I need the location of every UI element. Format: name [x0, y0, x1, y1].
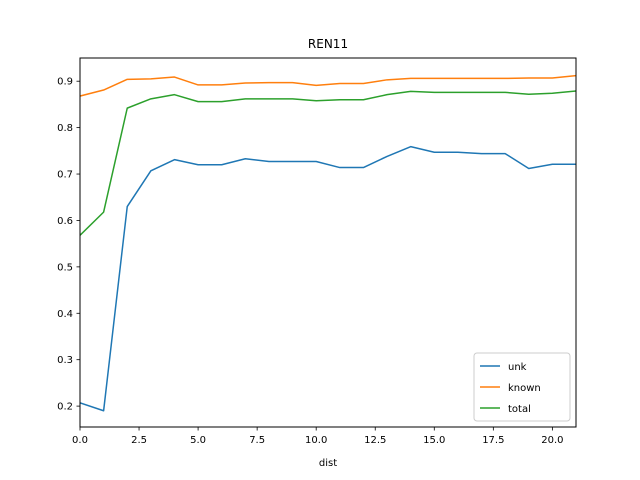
y-tick-label: 0.2 — [57, 402, 73, 413]
legend-label-known: known — [508, 383, 541, 394]
y-axis: 0.2 0.3 0.4 0.5 0.6 0.7 0.8 0.9 — [57, 77, 80, 413]
y-tick-label: 0.9 — [57, 77, 73, 88]
chart-title: REN11 — [308, 37, 348, 51]
x-tick-label: 5.0 — [190, 435, 206, 446]
x-tick-label: 20.0 — [541, 435, 563, 446]
y-tick-label: 0.4 — [57, 309, 73, 320]
legend-box — [473, 352, 571, 422]
x-tick-label: 12.5 — [364, 435, 386, 446]
y-tick-label: 0.5 — [57, 262, 73, 273]
series-line-unk — [80, 145, 576, 412]
plot-frame — [79, 57, 577, 428]
series-line-known — [80, 74, 576, 97]
series-line-total — [80, 90, 576, 237]
y-tick-label: 0.8 — [57, 123, 73, 134]
legend-label-unk: unk — [508, 362, 527, 373]
x-tick-label: 15.0 — [423, 435, 445, 446]
legend: unk known total — [473, 352, 571, 422]
x-tick-label: 7.5 — [249, 435, 265, 446]
y-tick-label: 0.6 — [57, 216, 73, 227]
x-tick-label: 0.0 — [72, 435, 88, 446]
x-axis: 0.0 2.5 5.0 7.5 10.0 12.5 15.0 17.5 20.0 — [72, 427, 564, 446]
x-tick-label: 2.5 — [131, 435, 147, 446]
x-tick-label: 10.0 — [305, 435, 327, 446]
x-tick-label: 17.5 — [482, 435, 504, 446]
legend-label-total: total — [508, 404, 531, 415]
series-layer — [80, 74, 576, 412]
y-tick-label: 0.3 — [57, 355, 73, 366]
y-tick-label: 0.7 — [57, 170, 73, 181]
x-axis-label: dist — [319, 458, 337, 469]
